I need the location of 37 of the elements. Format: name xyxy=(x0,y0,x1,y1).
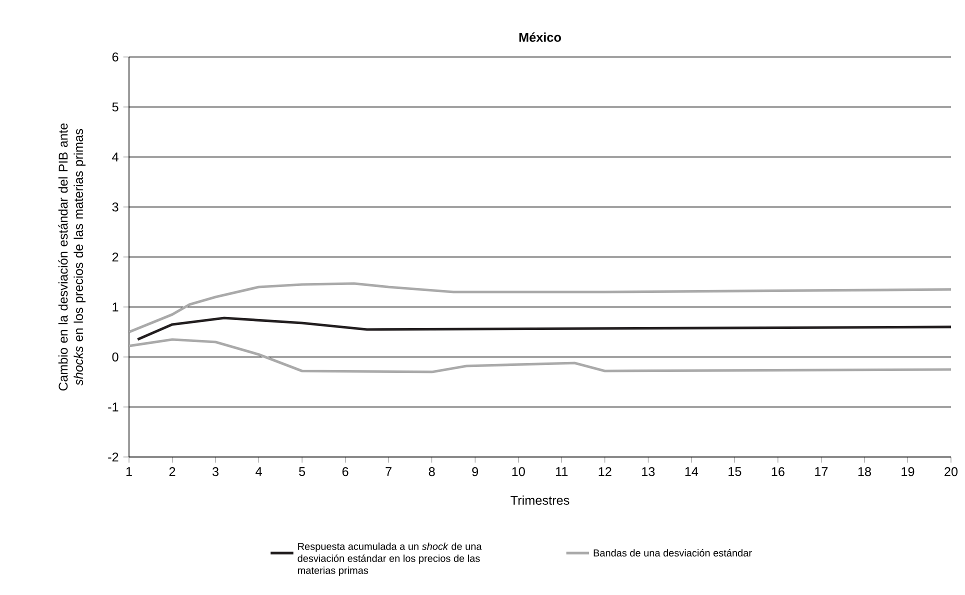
x-tick-label: 16 xyxy=(772,467,784,476)
y-tick-label: 3 xyxy=(112,202,118,212)
x-tick-label: 5 xyxy=(299,467,306,476)
x-tick-label: 19 xyxy=(902,467,914,476)
line-series xyxy=(129,338,951,374)
y-tick-label: -1 xyxy=(108,402,118,412)
y-tick-label: 2 xyxy=(112,252,118,262)
x-tick-label: 20 xyxy=(944,467,958,476)
x-tick-label: 3 xyxy=(212,467,218,476)
x-tick-label: 8 xyxy=(428,467,435,476)
y-tick-label: -2 xyxy=(108,452,118,462)
y-tick-label: 4 xyxy=(112,152,118,162)
line-series xyxy=(129,282,951,334)
x-tick-label: 15 xyxy=(728,467,742,476)
x-tick-label: 2 xyxy=(169,467,176,476)
x-tick-label: 12 xyxy=(598,467,612,476)
x-tick-label: 1 xyxy=(126,467,132,476)
legend-label: Respuesta acumulada a un shock de una desviación estándar en los precios de las materias primas xyxy=(298,542,482,576)
x-tick-label: 14 xyxy=(685,467,698,476)
x-tick-label: 7 xyxy=(386,467,392,476)
y-tick-label: 0 xyxy=(112,352,118,362)
line-series xyxy=(136,316,951,341)
y-axis-title: Cambio en la desviación estándar del PIB ante shocks en los precios de las materias primas xyxy=(58,123,86,390)
y-tick-label: 1 xyxy=(112,302,118,312)
x-tick-label: 10 xyxy=(512,467,525,476)
x-tick-label: 9 xyxy=(472,467,478,476)
y-tick-label: 6 xyxy=(112,52,118,62)
y-tick-label: 5 xyxy=(112,102,118,112)
chart-title: México xyxy=(519,32,561,42)
x-axis-title: Trimestres xyxy=(510,496,570,505)
x-tick-label: 11 xyxy=(556,467,568,476)
x-tick-label: 6 xyxy=(342,467,348,476)
legend-label: Bandas de una desviación estándar xyxy=(594,549,752,557)
x-tick-label: 17 xyxy=(815,467,828,476)
x-tick-label: 13 xyxy=(642,467,655,476)
x-tick-label: 4 xyxy=(256,467,262,476)
x-tick-label: 18 xyxy=(858,467,871,476)
